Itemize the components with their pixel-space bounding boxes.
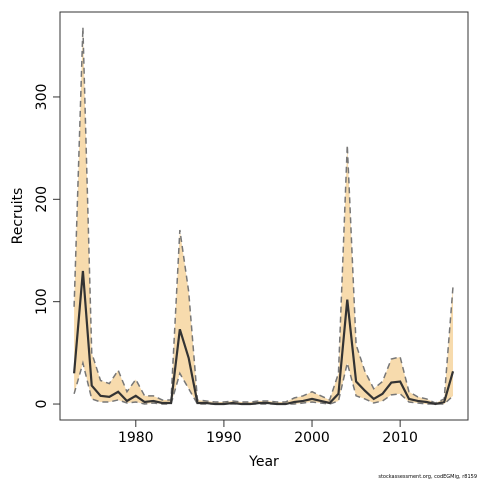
confidence-band xyxy=(74,27,454,405)
y-tick-label: 300 xyxy=(34,84,50,111)
x-tick-label: 1990 xyxy=(206,430,242,446)
y-tick-label: 200 xyxy=(34,186,50,213)
y-tick-label: 100 xyxy=(34,288,50,315)
x-tick-label: 1980 xyxy=(118,430,154,446)
y-axis-label: Recruits xyxy=(10,188,26,245)
plot-frame xyxy=(59,11,469,421)
upper-bound xyxy=(73,27,454,404)
x-tick-label: 2000 xyxy=(294,430,330,446)
x-axis-label: Year xyxy=(248,454,279,470)
footnote: stockassessment.org, codEGMig, r8159 xyxy=(378,474,477,480)
y-tick-label: 0 xyxy=(34,400,50,409)
estimate-line xyxy=(73,270,455,406)
x-tick-label: 2010 xyxy=(382,430,418,446)
